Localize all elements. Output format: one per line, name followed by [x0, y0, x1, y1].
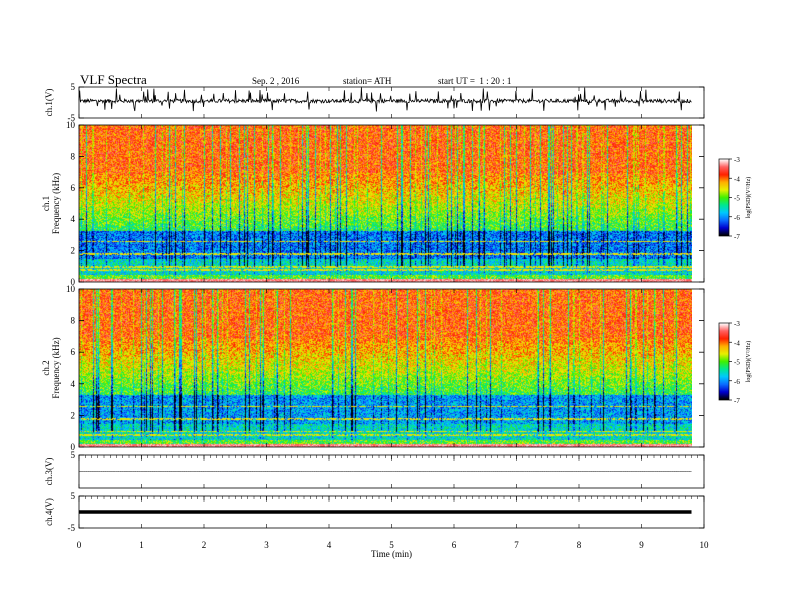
y-axis-label: Frequency (kHz)	[51, 173, 61, 234]
date-label: Sep. 2 , 2016	[252, 76, 300, 86]
colorbar-label: log(PSD)(V²/Hz)	[745, 177, 752, 218]
y-tick-label: 6	[71, 347, 76, 357]
y-tick-label: 5	[71, 450, 76, 460]
y-tick-label: 10	[66, 284, 76, 294]
y-tick-label: -5	[68, 113, 76, 123]
x-tick-label: 5	[389, 540, 394, 550]
x-tick-label: 7	[514, 540, 519, 550]
y-tick-label: 4	[71, 379, 76, 389]
y-axis-label: ch.3(V)	[44, 458, 54, 486]
colorbar-tick-label: -5	[734, 195, 740, 203]
x-tick-label: 9	[639, 540, 644, 550]
y-tick-label: -5	[68, 523, 76, 533]
x-tick-label: 0	[77, 540, 82, 550]
colorbar-tick-label: -3	[734, 156, 740, 164]
colorbar-tick-label: -5	[734, 359, 740, 367]
y-axis-label: ch.4(V)	[44, 498, 54, 526]
y-tick-label: 8	[71, 151, 76, 161]
x-tick-label: 3	[264, 540, 269, 550]
x-axis-label: Time (min)	[371, 549, 412, 559]
y-tick-label: 2	[71, 246, 76, 256]
x-tick-label: 1	[139, 540, 144, 550]
colorbar-tick-label: -7	[734, 397, 740, 405]
panel-frame	[78, 86, 705, 119]
y-tick-label: 2	[71, 410, 76, 420]
colorbar-tick-label: -4	[734, 175, 740, 183]
y-axis-label: Frequency (kHz)	[51, 337, 61, 398]
colorbar-tick-label: -6	[734, 214, 740, 222]
chart-title: VLF Spectra	[80, 72, 147, 87]
start-ut-label: start UT = 1 : 20 : 1	[438, 76, 512, 86]
x-tick-label: 8	[577, 540, 582, 550]
x-tick-label: 6	[452, 540, 457, 550]
y-tick-label: 0	[71, 442, 76, 452]
y-tick-label: 4	[71, 214, 76, 224]
y-tick-label: 5	[71, 491, 76, 501]
y-axis-label: ch.2	[41, 360, 51, 375]
colorbar-ch2	[719, 323, 729, 400]
y-tick-label: 0	[71, 277, 76, 287]
x-tick-label: 2	[202, 540, 207, 550]
x-tick-label: 4	[327, 540, 332, 550]
spectrogram-ch1	[79, 125, 692, 282]
x-tick-label: 10	[700, 540, 710, 550]
y-tick-label: 10	[66, 120, 76, 130]
colorbar-ch1	[719, 159, 729, 236]
spectrogram-ch2	[79, 289, 692, 447]
colorbar-tick-label: -4	[734, 339, 740, 347]
station-label: station= ATH	[343, 76, 392, 86]
y-tick-label: 8	[71, 316, 76, 326]
trace-ch1v	[78, 87, 692, 112]
y-axis-label: ch.1	[41, 196, 51, 211]
colorbar-tick-label: -3	[734, 320, 740, 328]
colorbar-label: log(PSD)(V²/Hz)	[745, 341, 752, 382]
colorbar-tick-label: -7	[734, 233, 740, 241]
colorbar-tick-label: -6	[734, 378, 740, 386]
y-axis-label: ch.1(V)	[44, 89, 54, 117]
y-tick-label: 5	[71, 82, 76, 92]
y-tick-label: 6	[71, 183, 76, 193]
